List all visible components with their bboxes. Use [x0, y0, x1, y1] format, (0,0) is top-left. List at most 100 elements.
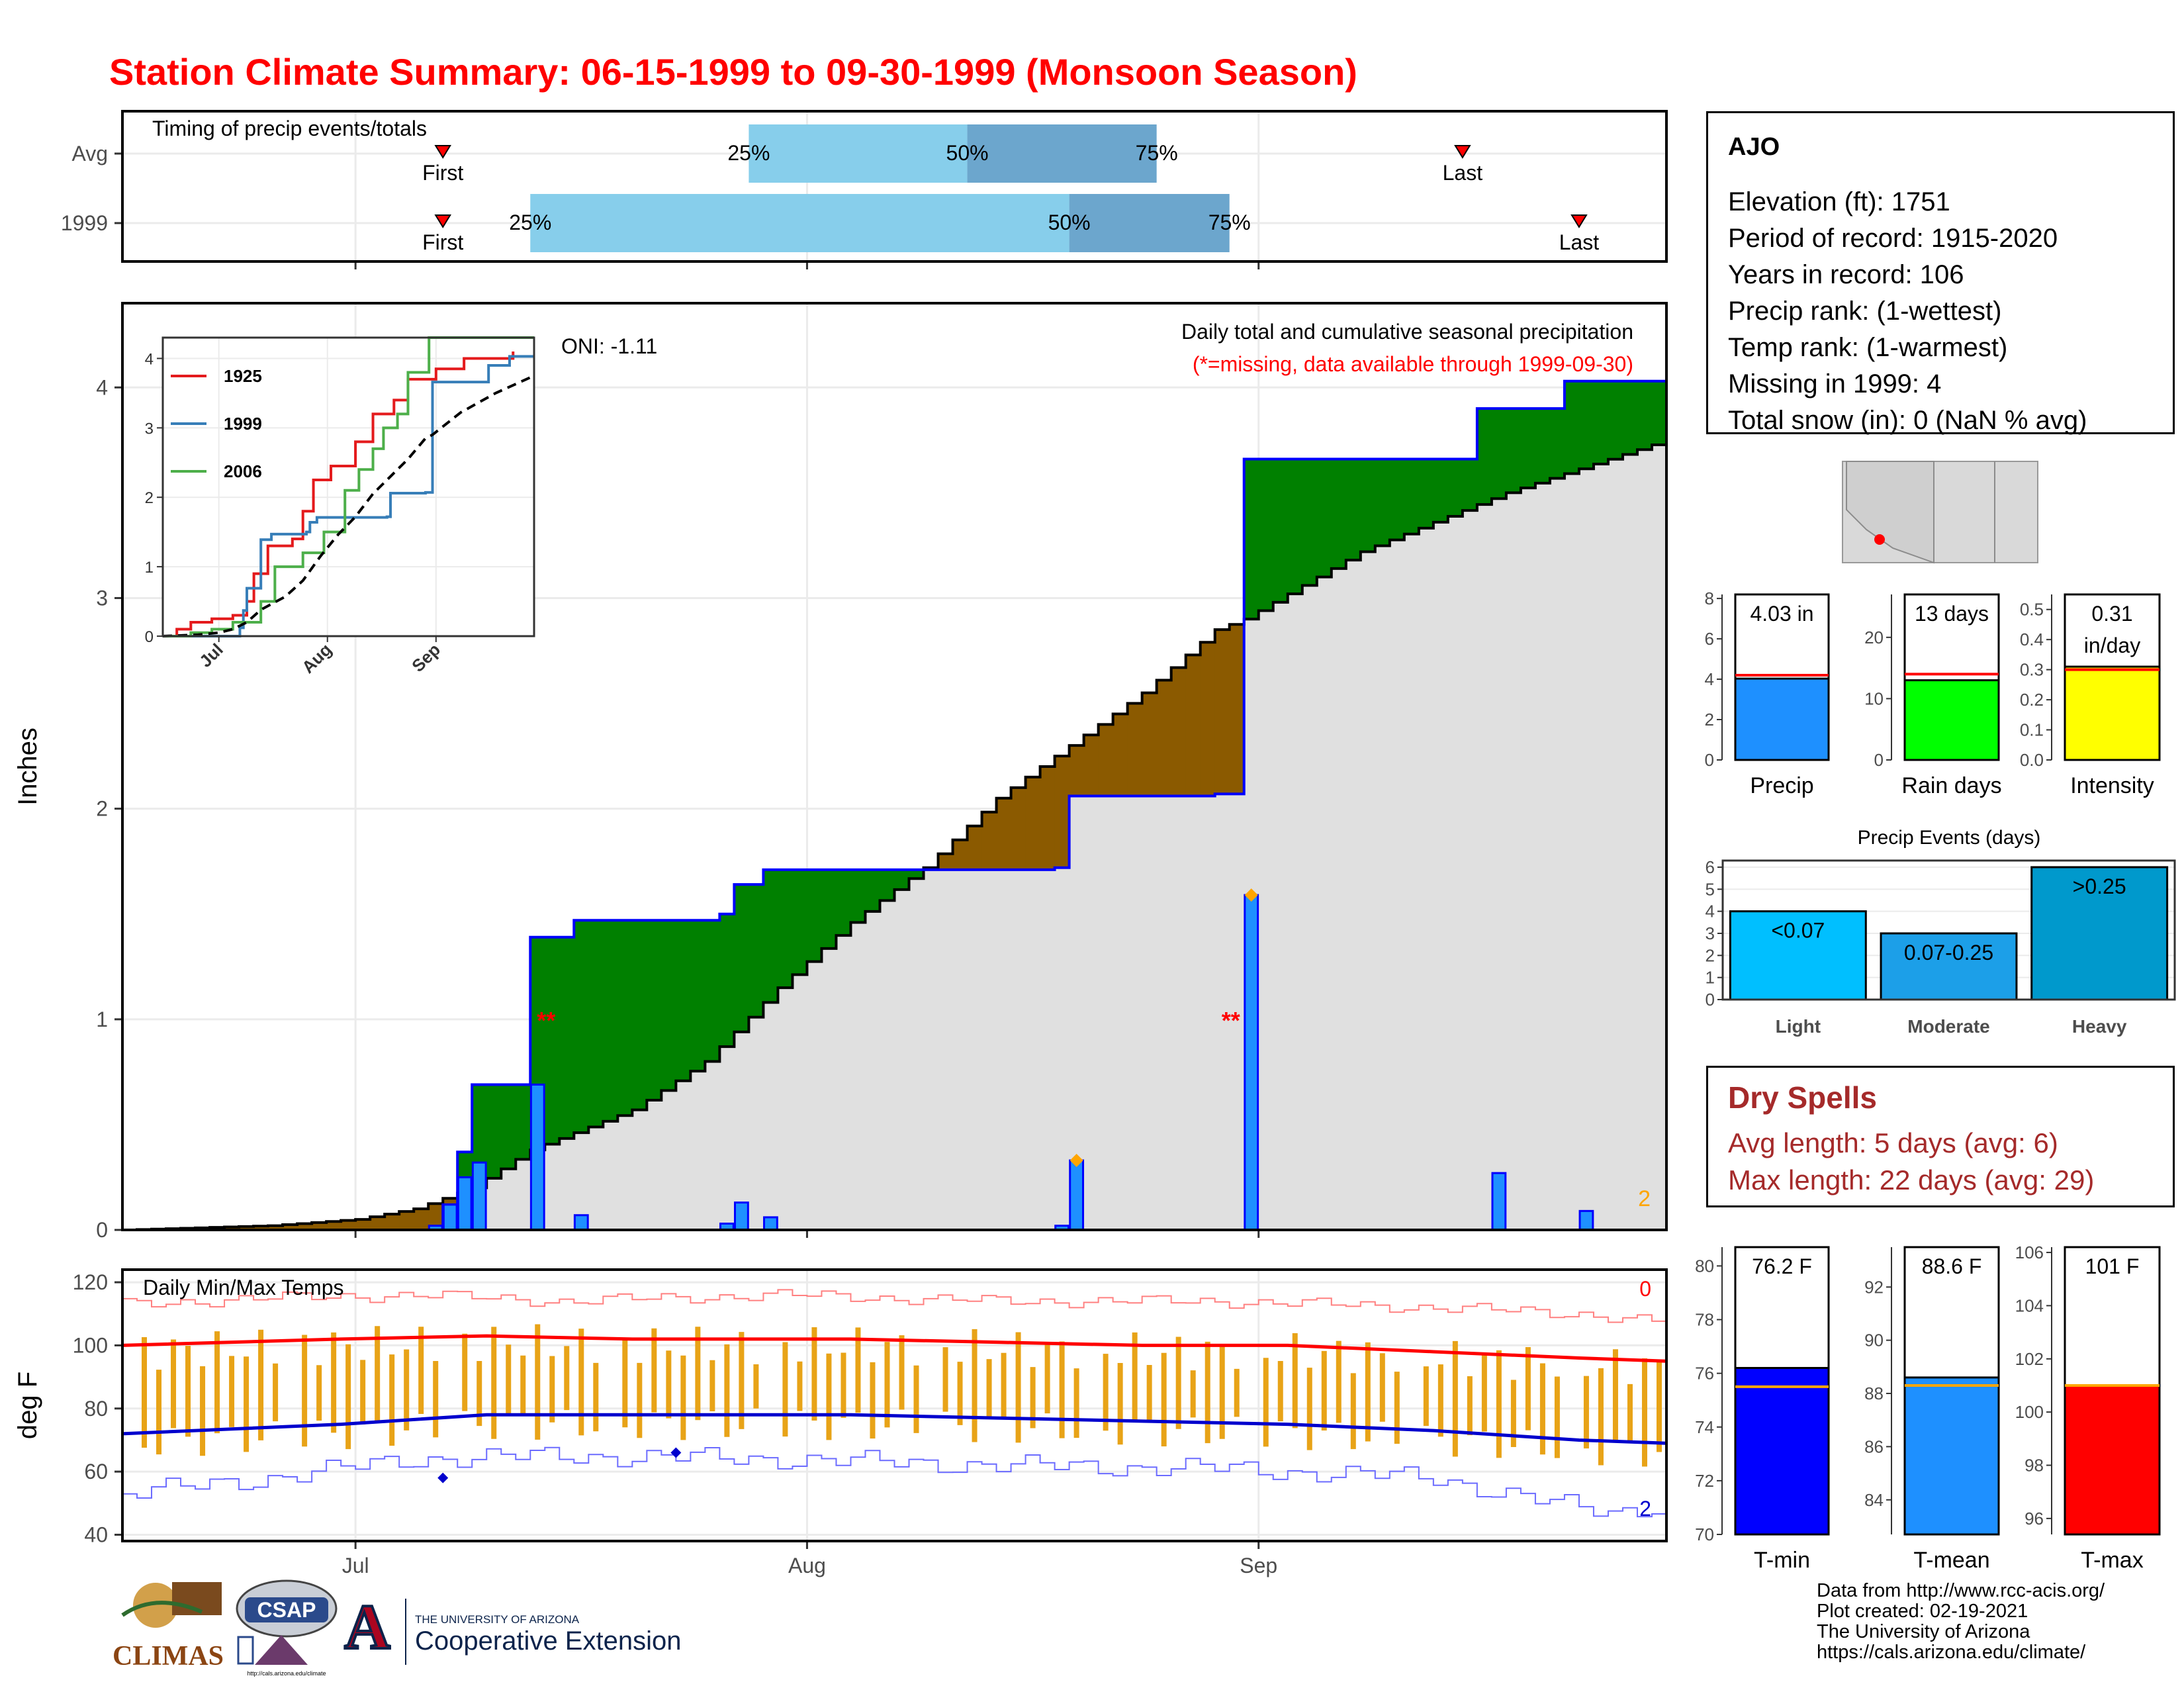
- surplus-slab: [1375, 459, 1390, 546]
- events-y-tick-label: 6: [1706, 857, 1715, 877]
- csap-url: http://cals.arizona.edu/climate: [247, 1670, 326, 1677]
- timing-panel: Avg 1999 25% 50% 75% First Last 25% 50% 75% First L…: [61, 110, 1668, 269]
- intensity-value-label: 0.31: [2091, 602, 2132, 626]
- surplus-slab: [1316, 459, 1332, 577]
- tmin-y-tick-label: 72: [1695, 1471, 1714, 1491]
- precip_total-y-tick-label: 4: [1705, 669, 1714, 689]
- missing-data-mark: **: [1222, 1007, 1240, 1034]
- intensity-value-label: in/day: [2084, 633, 2140, 657]
- surplus-slab: [1447, 459, 1463, 516]
- deficit-slab: [1200, 642, 1216, 796]
- footer-line: https://cals.arizona.edu/climate/: [1817, 1642, 2086, 1663]
- surplus-slab: [545, 937, 560, 1145]
- tmean-y-tick-label: 84: [1864, 1490, 1884, 1510]
- intensity-y-tick-label: 0.4: [2020, 630, 2044, 649]
- deficit-slab: [443, 1198, 458, 1205]
- tmean-category-label: T-mean: [1913, 1548, 1989, 1573]
- tmax-category-label: T-max: [2081, 1548, 2143, 1573]
- ua-logo: A THE UNIVERSITY OF ARIZONA Cooperative …: [343, 1590, 681, 1665]
- footer-line: The University of Arizona: [1817, 1621, 2030, 1642]
- deficit-slab: [1142, 692, 1158, 796]
- events-category-label: Moderate: [1907, 1016, 1989, 1037]
- precip-subtitle: (*=missing, data available through 1999-…: [1193, 352, 1633, 376]
- deficit-slab: [1083, 735, 1099, 796]
- surplus-slab: [661, 920, 676, 1091]
- daily-precip-bar: [573, 1214, 589, 1231]
- info-row: Years in record: 106: [1728, 260, 1964, 289]
- precip-y-tick-label: 4: [96, 375, 108, 399]
- surplus-slab: [1258, 459, 1274, 611]
- events-bar: [1729, 910, 1867, 1001]
- surplus-slab: [1520, 408, 1536, 489]
- tmax-y-tick-label: 96: [2025, 1509, 2044, 1528]
- deficit-slab: [1229, 624, 1245, 794]
- tmin-y-tick-label: 74: [1695, 1417, 1714, 1437]
- deficit-slab: [1156, 680, 1172, 796]
- intensity-bar: [2064, 665, 2161, 761]
- tmin-y-tick-label: 76: [1695, 1364, 1714, 1383]
- daily-precip-bar: [733, 1201, 749, 1231]
- surplus-slab: [909, 869, 925, 879]
- tmax-y-tick-label: 98: [2025, 1456, 2044, 1476]
- timing-label-first: First: [422, 230, 463, 254]
- deficit-slab: [283, 1225, 298, 1230]
- precip_total-y-tick-label: 2: [1705, 710, 1714, 729]
- oni-annotation: ONI: -1.11: [561, 334, 657, 358]
- surplus-slab: [719, 914, 735, 1047]
- tmax-y-tick-label: 102: [2015, 1349, 2044, 1369]
- events-y-tick-label: 5: [1706, 879, 1715, 899]
- surplus-slab: [676, 920, 691, 1081]
- surplus-slab: [1535, 408, 1551, 483]
- surplus-slab: [836, 869, 851, 936]
- dry-spells-panel: Dry Spells Avg length: 5 days (avg: 6) M…: [1706, 1066, 2175, 1207]
- deficit-slab: [996, 798, 1012, 870]
- timing-bar-25-50: [530, 194, 1069, 252]
- inset-frame: [161, 336, 535, 637]
- events-panel: Precip Events (days) 0 1 23 4 56 <0.07 Light 0.0…: [1706, 827, 2176, 1037]
- deficit-slab: [355, 1219, 371, 1230]
- temps-background: [122, 1270, 1666, 1541]
- timing-title: Timing of precip events/totals: [152, 117, 427, 140]
- surplus-slab: [647, 920, 662, 1100]
- temps-y-tick-label: 80: [84, 1397, 108, 1421]
- deficit-slab: [341, 1220, 356, 1230]
- precip_total-y-tick-label: 0: [1705, 750, 1714, 770]
- surplus-slab: [1302, 459, 1318, 586]
- surplus-slab: [880, 869, 895, 901]
- station-location-dot: [1874, 534, 1885, 545]
- inset-legend-label: 2006: [224, 461, 262, 481]
- heavy-event-marker: [1244, 888, 1258, 902]
- temps-x-tick-label: Sep: [1240, 1554, 1277, 1577]
- surplus-slab: [1622, 381, 1638, 455]
- locator-map: [1842, 461, 2038, 564]
- temps-corner-bottom: 2: [1639, 1497, 1651, 1521]
- rain_days-panel: 0 10 20 13 days Rain days: [1864, 593, 2002, 798]
- deficit-slab: [1171, 667, 1187, 796]
- timing-marker-last: [1454, 145, 1471, 159]
- surplus-slab: [559, 937, 574, 1139]
- timing-marker-last: [1570, 214, 1588, 228]
- daily-precip-bar: [1069, 1159, 1085, 1231]
- deficit-slab: [967, 825, 983, 870]
- timing-label-25: 25%: [509, 211, 551, 234]
- surplus-slab: [1651, 381, 1667, 445]
- surplus-slab: [1462, 459, 1478, 511]
- daily-precip-bar: [1491, 1172, 1507, 1231]
- surplus-slab: [1287, 459, 1303, 594]
- timing-marker-first: [434, 145, 451, 159]
- inset-background: [163, 338, 534, 636]
- dry-spells-title: Dry Spells: [1728, 1080, 1877, 1115]
- events-bar-label: 0.07-0.25: [1904, 941, 1993, 964]
- temps-y-tick-label: 60: [84, 1460, 108, 1483]
- events-category-label: Light: [1776, 1016, 1821, 1037]
- temps-title: Daily Min/Max Temps: [143, 1276, 343, 1299]
- deficit-slab: [1098, 724, 1114, 796]
- timing-bar-50-75: [1069, 194, 1230, 252]
- deficit-slab: [297, 1223, 312, 1230]
- info-row: Temp rank: (1-warmest): [1728, 333, 2008, 362]
- surplus-slab: [1506, 408, 1522, 493]
- inset-average-line: [162, 374, 535, 637]
- surplus-slab: [1389, 459, 1405, 540]
